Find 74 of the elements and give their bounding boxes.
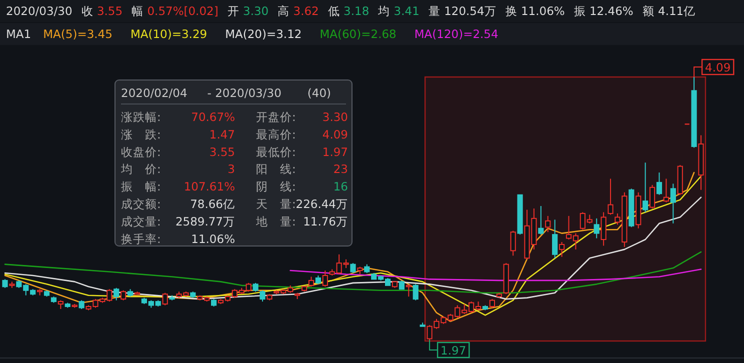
- candlestick: [538, 206, 544, 236]
- candlestick: [322, 270, 328, 288]
- annotation: 涨 跌:: [121, 127, 161, 142]
- candlestick: [406, 284, 412, 298]
- text: MA1: [6, 27, 32, 41]
- candlestick: [649, 184, 656, 209]
- annotation: 226.44万: [296, 197, 348, 211]
- annotation: 涨跌幅:: [121, 110, 161, 124]
- candlestick: [510, 230, 516, 256]
- candlestick: [559, 241, 565, 258]
- annotation: 2589.77万: [175, 214, 235, 228]
- annotation: (40): [307, 86, 331, 100]
- text: 高 3.62: [278, 4, 319, 18]
- text: 额 4.11亿: [642, 4, 696, 18]
- candlestick: [594, 218, 600, 239]
- candlestick: [552, 219, 558, 259]
- annotation: - 2020/03/30: [207, 86, 282, 100]
- candlestick: [412, 284, 418, 301]
- annotation: 107.61%: [184, 180, 236, 194]
- annotation: 开盘价:: [256, 110, 296, 124]
- annotation: 16: [333, 180, 348, 194]
- candlestick: [308, 276, 314, 288]
- annotation: 23: [333, 162, 348, 176]
- text: MA(60)=2.68: [320, 27, 396, 41]
- annotation: 78.66亿: [190, 197, 235, 211]
- candlestick: [600, 212, 606, 246]
- annotation: 3: [228, 162, 235, 176]
- text: 量 120.54万: [428, 4, 496, 18]
- text: 低 3.18: [328, 4, 370, 18]
- text: 振 12.46%: [574, 4, 634, 18]
- text: MA(120)=2.54: [414, 27, 498, 41]
- annotation: 收盘价:: [121, 144, 161, 159]
- text: 开 3.30: [227, 4, 269, 18]
- annotation: 3.55: [209, 144, 235, 159]
- annotation: 均 价:: [120, 162, 161, 176]
- annotation: 成交额:: [121, 197, 161, 211]
- annotation: 1.47: [209, 127, 235, 142]
- annotation: 地 量:: [255, 214, 296, 228]
- annotation: 最高价:: [256, 127, 296, 142]
- text: 换 11.06%: [505, 4, 565, 18]
- candlestick: [663, 178, 669, 203]
- annotation: 3.30: [322, 110, 348, 124]
- candlestick: [642, 162, 648, 213]
- annotation: 振 幅:: [121, 180, 161, 194]
- text: MA(10)=3.29: [130, 27, 208, 41]
- annotation: 换手率:: [121, 232, 161, 246]
- candlestick: [545, 215, 551, 233]
- candlestick: [162, 292, 168, 306]
- price-tag-high: 4.09: [694, 58, 734, 78]
- annotation: 4.09: [322, 127, 348, 142]
- annotation: 70.67%: [191, 110, 236, 124]
- price-tag-low: 1.97: [429, 340, 470, 358]
- annotation: 最低价:: [256, 144, 296, 159]
- candlestick: [114, 287, 120, 301]
- text: 2020/03/30: [6, 4, 72, 18]
- annotation: 2020/02/04: [121, 86, 188, 100]
- candlestick: [350, 262, 356, 274]
- annotation: 成交量:: [121, 214, 161, 228]
- text: 幅 0.57%[0.02]: [132, 4, 218, 18]
- annotation: 天 量:: [256, 197, 296, 211]
- candlestick: [608, 178, 614, 216]
- annotation: 11.06%: [191, 232, 236, 246]
- annotation: 阴 线:: [256, 180, 296, 194]
- text: 收 3.55: [81, 4, 123, 18]
- text: 均 3.41: [377, 4, 420, 18]
- annotation: 1.97: [322, 144, 348, 159]
- annotation: 阳 线:: [256, 162, 296, 176]
- candlestick: [656, 172, 662, 196]
- text: MA(20)=3.12: [225, 27, 302, 41]
- candlestick: [670, 183, 676, 224]
- candlestick: [120, 290, 126, 301]
- annotation: 11.76万: [303, 214, 348, 228]
- text: MA(5)=3.45: [43, 27, 112, 41]
- candlestick: [260, 290, 266, 302]
